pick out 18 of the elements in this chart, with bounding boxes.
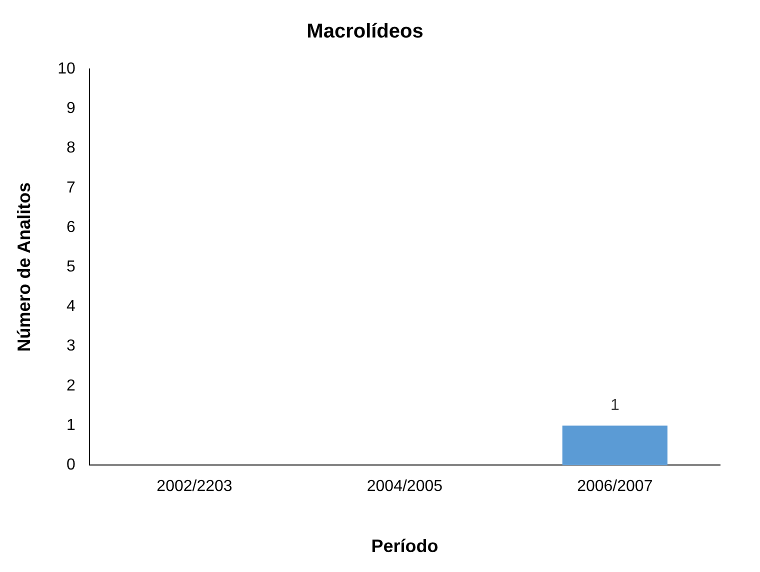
y-tick-label: 5 [66,258,76,276]
y-tick-label: 3 [66,338,76,355]
x-tick-label: 2006/2007 [577,478,653,496]
x-tick-label: 2002/2203 [156,478,232,496]
x-axis-title: Período [371,536,438,556]
y-axis-title: Número de Analitos [14,182,34,352]
data-label: 1 [610,396,620,414]
y-tick-label: 10 [58,60,76,78]
chart-title: Macrolídeos [306,20,424,43]
y-tick-label: 8 [66,140,76,157]
y-tick-label: 2 [66,377,76,394]
y-tick-label: 1 [66,416,76,434]
y-tick-label: 0 [66,456,76,474]
y-tick-label: 6 [66,218,76,236]
y-tick-label: 7 [66,179,76,196]
y-tick-label: 4 [66,298,76,316]
y-tick-label: 9 [66,100,76,118]
x-tick-label: 2004/2005 [366,478,443,496]
